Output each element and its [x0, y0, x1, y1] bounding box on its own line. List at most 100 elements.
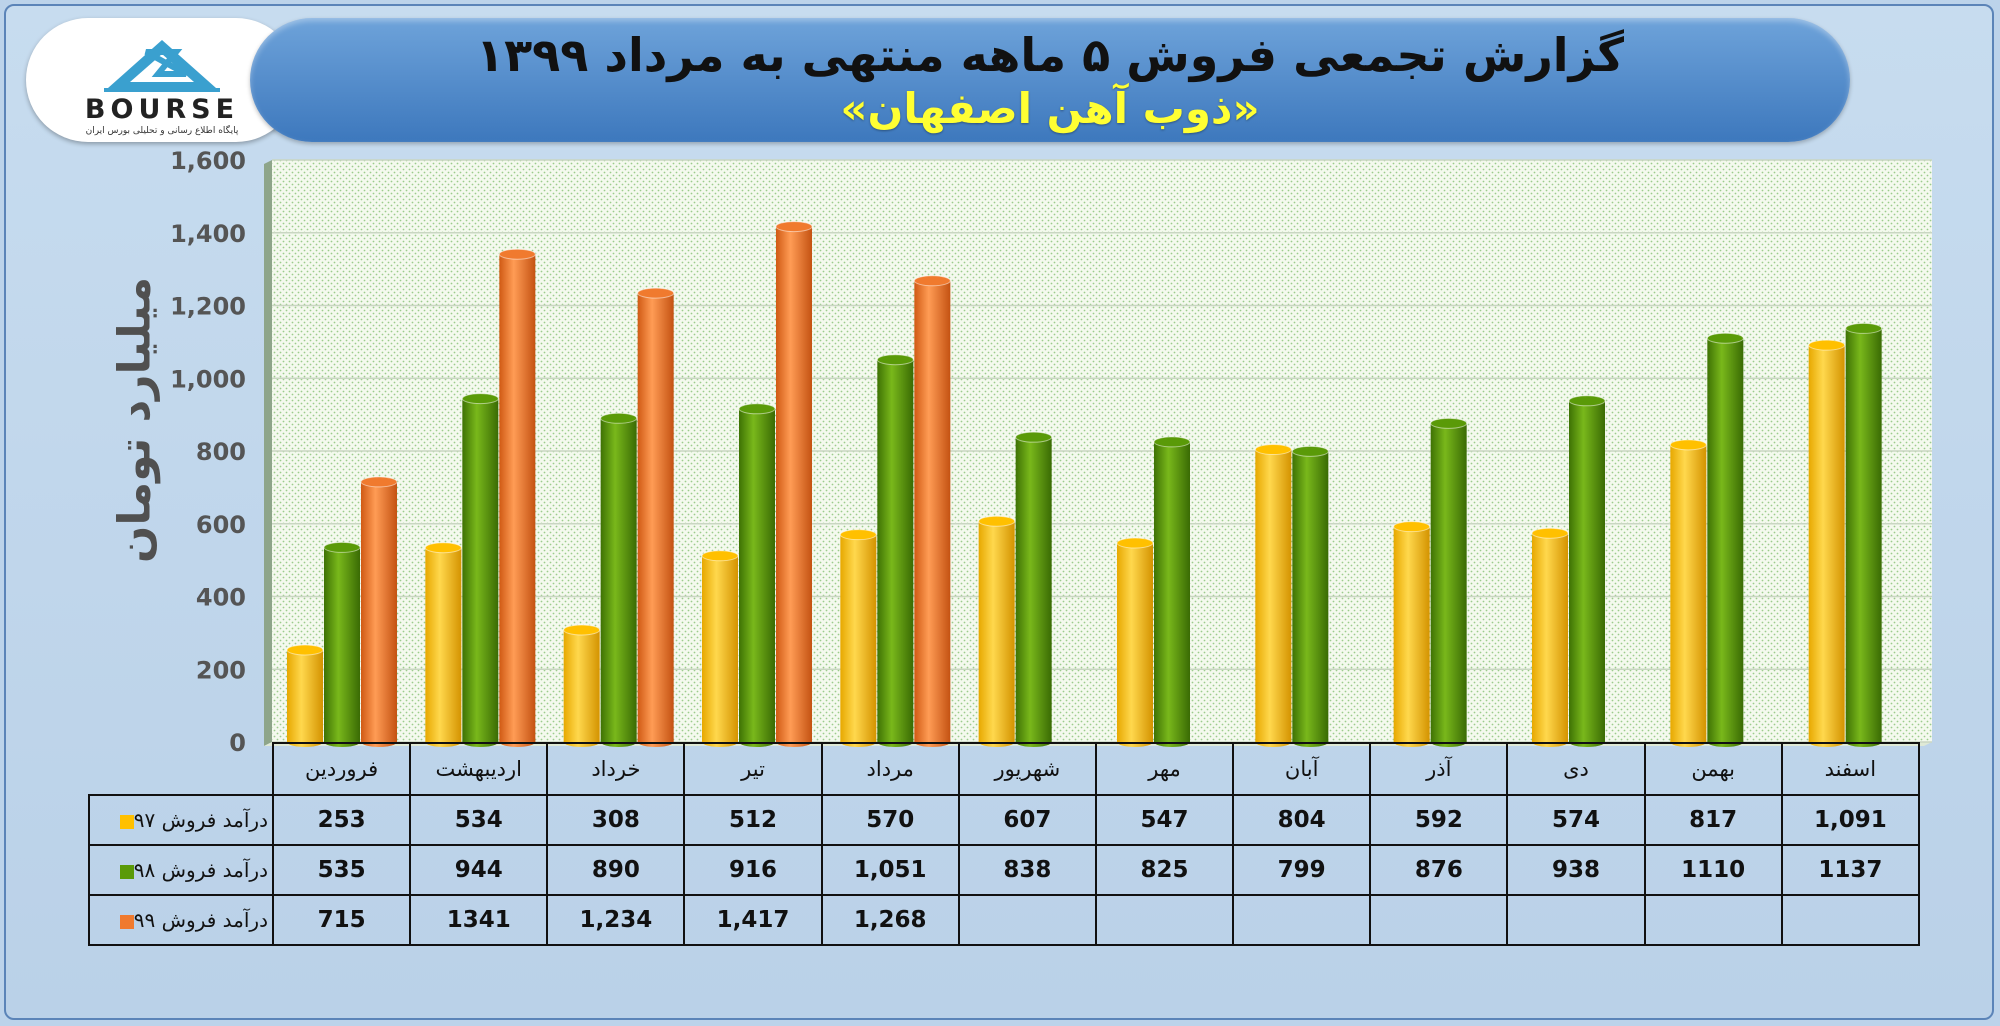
legend-swatch: [119, 914, 134, 929]
y-tick-label: 400: [196, 584, 246, 612]
bar-99-5: [913, 275, 951, 747]
data-label: 838: [957, 844, 1097, 896]
month-header: اسفند: [1780, 742, 1921, 796]
legend-swatch: [119, 864, 134, 879]
data-label: 1,417: [683, 894, 823, 946]
data-label: [1506, 894, 1646, 946]
bar-99-1: [360, 476, 398, 747]
bar-98-7: [1153, 436, 1191, 747]
legend-entry-99: درآمد فروش ۹۹: [88, 894, 274, 946]
plot-side-wall: [264, 160, 272, 746]
legend-entry-97: درآمد فروش ۹۷: [88, 794, 274, 846]
data-label: 547: [1094, 794, 1235, 846]
data-label: 1,234: [546, 894, 686, 946]
legend-swatch: [119, 814, 134, 829]
data-label: 512: [683, 794, 823, 846]
data-label: 308: [546, 794, 686, 846]
data-label: [1369, 894, 1509, 946]
month-header: تیر: [683, 742, 823, 796]
y-tick-label: 800: [196, 438, 246, 466]
data-label: 535: [271, 844, 412, 896]
bar-97-6: [978, 515, 1016, 747]
y-tick-label: 200: [196, 656, 246, 684]
month-header: دی: [1506, 742, 1646, 796]
logo-tagline: پایگاه اطلاع رسانی و تحلیلی بورس ایران: [85, 126, 239, 136]
data-label: 1,091: [1780, 794, 1921, 846]
data-label: [1780, 894, 1921, 946]
chart-subtitle: «ذوب آهن اصفهان»: [840, 84, 1260, 133]
bar-97-5: [839, 529, 877, 747]
bar-97-3: [563, 624, 601, 747]
bar-98-1: [323, 541, 361, 747]
data-label: 574: [1506, 794, 1646, 846]
bar-97-1: [286, 644, 324, 747]
data-label: 804: [1232, 794, 1372, 846]
bar-98-12: [1845, 322, 1883, 747]
data-label: 916: [683, 844, 823, 896]
y-tick-label: 0: [229, 729, 246, 757]
title-banner: گزارش تجمعی فروش ۵ ماهه منتهی به مرداد ۱…: [250, 18, 1850, 142]
data-label: 1,268: [820, 894, 960, 946]
table-row: درآمد فروش ۹۸ 535 944 890 916 1,051 838 825 799 8…: [88, 844, 1921, 896]
data-label: [957, 894, 1097, 946]
table-row: درآمد فروش ۹۷ 253 534 308 512 570 607 547 804 592…: [88, 794, 1921, 846]
y-tick-label: 1,000: [170, 365, 246, 393]
month-header: اردیبهشت: [409, 742, 549, 796]
bar-97-11: [1669, 439, 1707, 747]
data-table: فروردین اردیبهشت خرداد تیر مرداد شهریور مهر آبا…: [88, 742, 1921, 946]
data-label: [1643, 894, 1783, 946]
data-label: 876: [1369, 844, 1509, 896]
month-header: آذر: [1369, 742, 1509, 796]
month-header: مرداد: [820, 742, 960, 796]
bar-98-3: [600, 412, 638, 747]
bar-98-11: [1706, 332, 1744, 747]
data-label: 1137: [1780, 844, 1921, 896]
data-label: 938: [1506, 844, 1646, 896]
bourse-logo-icon: [104, 40, 220, 92]
bar-99-3: [637, 287, 675, 747]
bar-98-2: [461, 393, 499, 747]
data-label: 592: [1369, 794, 1509, 846]
data-label: 944: [409, 844, 549, 896]
bar-97-10: [1531, 527, 1569, 747]
chart-title: گزارش تجمعی فروش ۵ ماهه منتهی به مرداد ۱…: [476, 28, 1624, 82]
bar-98-6: [1015, 431, 1053, 747]
table-row: درآمد فروش ۹۹ 715 1341 1,234 1,417 1,268: [88, 894, 1921, 946]
bar-98-9: [1430, 417, 1468, 747]
data-label: 825: [1094, 844, 1235, 896]
month-header: آبان: [1232, 742, 1372, 796]
bar-99-2: [498, 248, 536, 747]
data-label: 1341: [409, 894, 549, 946]
bar-98-5: [876, 354, 914, 747]
data-label: 570: [820, 794, 960, 846]
y-tick-label: 1,400: [170, 220, 246, 248]
month-header: خرداد: [546, 742, 686, 796]
bar-97-9: [1393, 521, 1431, 747]
data-label: 817: [1643, 794, 1783, 846]
bar-99-4: [775, 221, 813, 747]
month-header: بهمن: [1643, 742, 1783, 796]
bar-98-8: [1291, 445, 1329, 747]
data-label: 253: [271, 794, 412, 846]
data-label: 799: [1232, 844, 1372, 896]
bar-97-8: [1254, 444, 1292, 747]
logo-wordmark: BOURSE: [84, 94, 240, 125]
table-corner: [89, 743, 273, 795]
data-label: 534: [409, 794, 549, 846]
bar-97-7: [1116, 537, 1154, 747]
legend-entry-98: درآمد فروش ۹۸: [88, 844, 274, 896]
bar-97-4: [701, 550, 739, 747]
data-label: [1232, 894, 1372, 946]
data-label: 607: [957, 794, 1097, 846]
month-header: مهر: [1094, 742, 1235, 796]
bar-97-12: [1808, 339, 1846, 747]
y-tick-label: 1,200: [170, 293, 246, 321]
data-label: [1094, 894, 1235, 946]
y-tick-label: 1,600: [170, 147, 246, 175]
data-label: 1110: [1643, 844, 1783, 896]
month-header: فروردین: [271, 742, 412, 796]
bar-97-2: [424, 542, 462, 747]
data-label: 715: [271, 894, 412, 946]
month-header: شهریور: [957, 742, 1097, 796]
data-label: 1,051: [820, 844, 960, 896]
